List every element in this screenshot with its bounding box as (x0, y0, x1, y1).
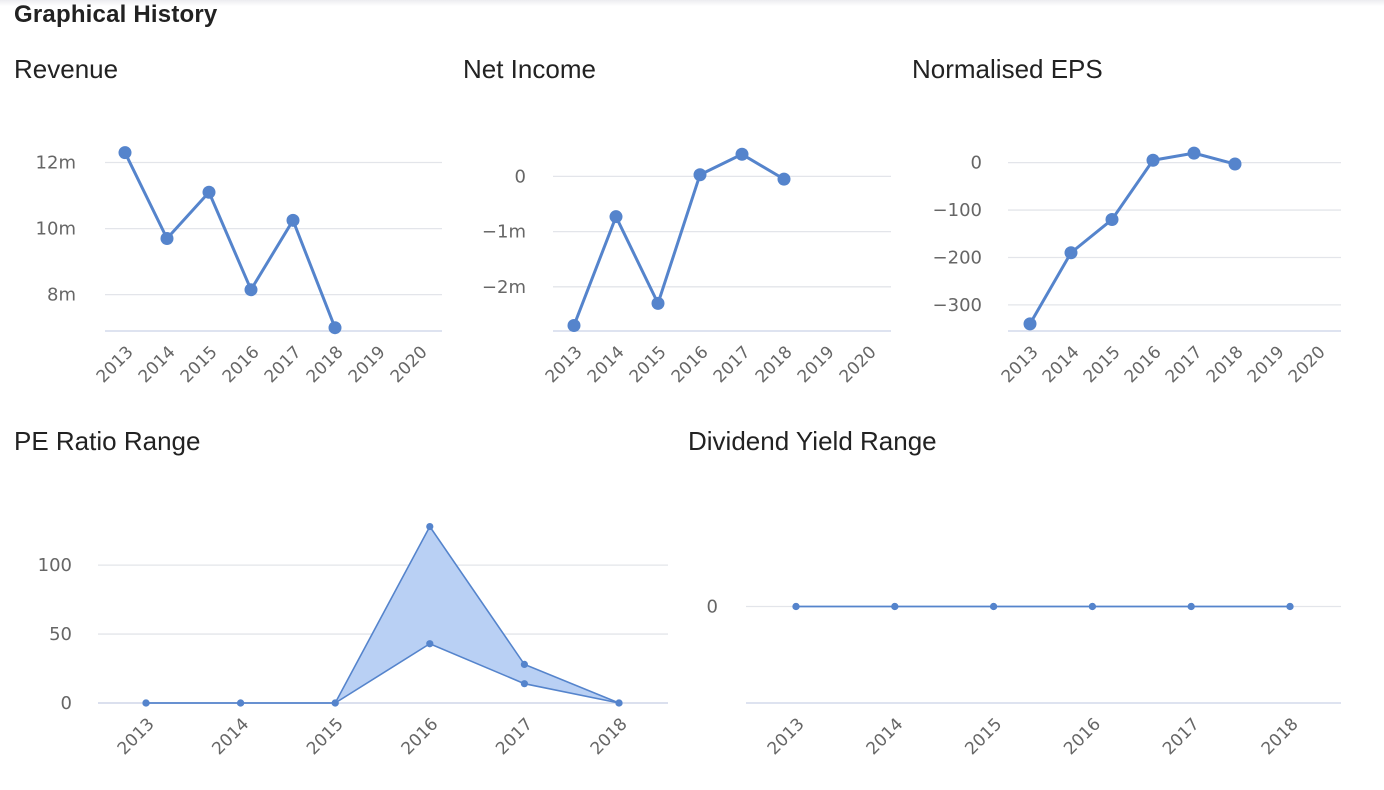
x-tick-label: 2014 (584, 342, 629, 387)
x-tick-label: 2015 (1080, 342, 1125, 387)
x-tick-label: 2013 (998, 342, 1043, 387)
data-point (1228, 157, 1242, 171)
x-tick-label: 2017 (492, 714, 537, 759)
y-tick-label: 0 (515, 166, 526, 187)
normalised-eps-chart-title: Normalised EPS (912, 54, 1103, 84)
data-point (609, 210, 623, 224)
y-tick-label: 8m (47, 285, 76, 306)
normalised-eps-chart: −300 −200 −100 0 201320142015201620172018201… (933, 146, 1341, 387)
x-tick-label: 2016 (1060, 714, 1105, 759)
x-tick-label: 2019 (345, 342, 390, 387)
y-tick-label: −100 (933, 200, 982, 221)
range-low-point (426, 640, 434, 648)
data-point (651, 296, 665, 310)
data-point (1146, 153, 1160, 167)
x-tick-label: 2019 (1244, 342, 1289, 387)
y-tick-label: −200 (933, 247, 982, 268)
data-point (118, 146, 132, 160)
data-point (1023, 317, 1037, 331)
y-tick-label: 0 (61, 693, 72, 714)
x-tick-label: 2017 (1162, 342, 1207, 387)
range-low-point (1286, 602, 1294, 611)
y-tick-label: −300 (933, 295, 982, 316)
x-tick-label: 2020 (1285, 342, 1330, 387)
range-high-point (520, 660, 529, 668)
x-tick-label: 2018 (303, 342, 348, 387)
x-tick-label: 2016 (668, 342, 713, 387)
data-point (777, 172, 791, 186)
x-tick-label: 2017 (261, 342, 306, 387)
x-tick-label: 2013 (114, 714, 159, 759)
x-tick-label: 2016 (219, 342, 264, 387)
data-point (286, 213, 300, 227)
y-tick-label: 10m (36, 219, 76, 240)
x-tick-label: 2020 (387, 342, 432, 387)
x-tick-label: 2015 (177, 342, 222, 387)
data-point (693, 168, 707, 182)
data-point (567, 318, 581, 332)
x-tick-label: 2019 (794, 342, 839, 387)
top-shadow-band (0, 0, 1384, 6)
range-low-point (331, 699, 339, 707)
x-tick-label: 2013 (542, 342, 587, 387)
x-tick-label: 2014 (1039, 342, 1084, 387)
pe-ratio-range-chart-title: PE Ratio Range (14, 426, 201, 456)
x-tick-label: 2013 (93, 342, 138, 387)
revenue-chart-title: Revenue (14, 54, 119, 84)
data-point (1105, 213, 1119, 227)
y-tick-label: −2m (482, 277, 526, 298)
section-title: Graphical History (14, 1, 218, 28)
y-tick-label: −1m (482, 222, 526, 243)
x-tick-label: 2014 (135, 342, 180, 387)
range-low-point (990, 602, 998, 611)
range-low-point (891, 602, 899, 611)
x-tick-label: 2020 (836, 342, 881, 387)
series-line (572, 152, 785, 327)
data-point (202, 185, 216, 199)
net-income-chart-title: Net Income (463, 54, 596, 84)
data-point (160, 232, 174, 245)
x-tick-label: 2015 (626, 342, 671, 387)
x-tick-label: 2014 (208, 714, 253, 759)
range-high-point (426, 522, 434, 531)
range-low-point (237, 699, 245, 707)
x-tick-label: 2017 (710, 342, 755, 387)
dividend-yield-range-chart: 0 2013 2014 2015 2016 2017 2018 (707, 597, 1341, 759)
y-tick-label: 12m (36, 153, 76, 174)
range-low-point (1088, 602, 1096, 611)
range-low-point (1187, 602, 1195, 611)
x-tick-label: 2013 (764, 714, 809, 759)
data-point (328, 321, 342, 335)
x-tick-label: 2015 (303, 714, 348, 759)
series-line (1028, 151, 1236, 325)
range-low-point (792, 602, 800, 611)
x-tick-label: 2017 (1159, 714, 1204, 759)
x-tick-label: 2016 (1121, 342, 1166, 387)
x-tick-label: 2018 (1258, 714, 1303, 759)
range-low-point (142, 699, 150, 707)
range-low-point (615, 699, 623, 707)
data-point (735, 147, 749, 161)
data-point (1064, 246, 1078, 260)
range-low-line (146, 642, 620, 704)
data-point (244, 283, 258, 297)
x-tick-label: 2014 (863, 714, 908, 759)
x-tick-label: 2015 (961, 714, 1006, 759)
dividend-yield-range-chart-title: Dividend Yield Range (688, 426, 937, 456)
y-tick-label: 100 (38, 555, 72, 576)
y-tick-label: 0 (707, 597, 718, 618)
x-tick-label: 2018 (1203, 342, 1248, 387)
y-tick-label: 0 (971, 153, 982, 174)
pe-ratio-range-chart: 0 50 100 2013 2014 2015 2016 2017 2018 (38, 522, 668, 759)
x-tick-label: 2018 (752, 342, 797, 387)
y-tick-label: 50 (49, 624, 72, 645)
x-tick-label: 2016 (398, 714, 443, 759)
x-tick-label: 2018 (587, 714, 632, 759)
series-line (123, 151, 337, 329)
range-low-point (520, 680, 529, 688)
data-point (1187, 146, 1201, 160)
